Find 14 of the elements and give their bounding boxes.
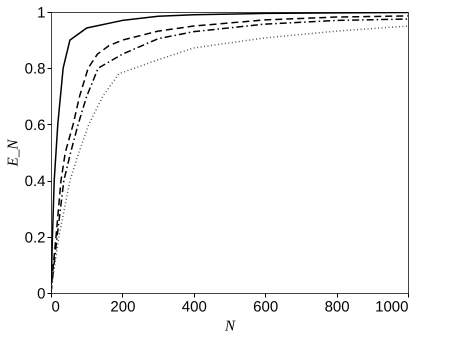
x-tick-label: 1000: [375, 298, 408, 316]
y-tick-label: 0.6: [24, 116, 46, 134]
x-tick-label: 400: [182, 298, 207, 316]
y-tick-label: 0.8: [24, 60, 46, 78]
y-tick-label: 0: [37, 286, 46, 302]
x-tick-label: 800: [324, 298, 350, 316]
x-axis-title: N: [224, 318, 236, 334]
y-tick-label: 0.4: [24, 173, 46, 190]
x-tick-label: 600: [253, 298, 278, 316]
x-tick-label: 200: [110, 298, 136, 316]
y-axis-title: E_N: [6, 138, 22, 168]
x-tick-label: 0: [52, 298, 60, 316]
y-tick-label: 0.2: [24, 229, 46, 246]
y-tick-label: 1: [37, 4, 46, 22]
